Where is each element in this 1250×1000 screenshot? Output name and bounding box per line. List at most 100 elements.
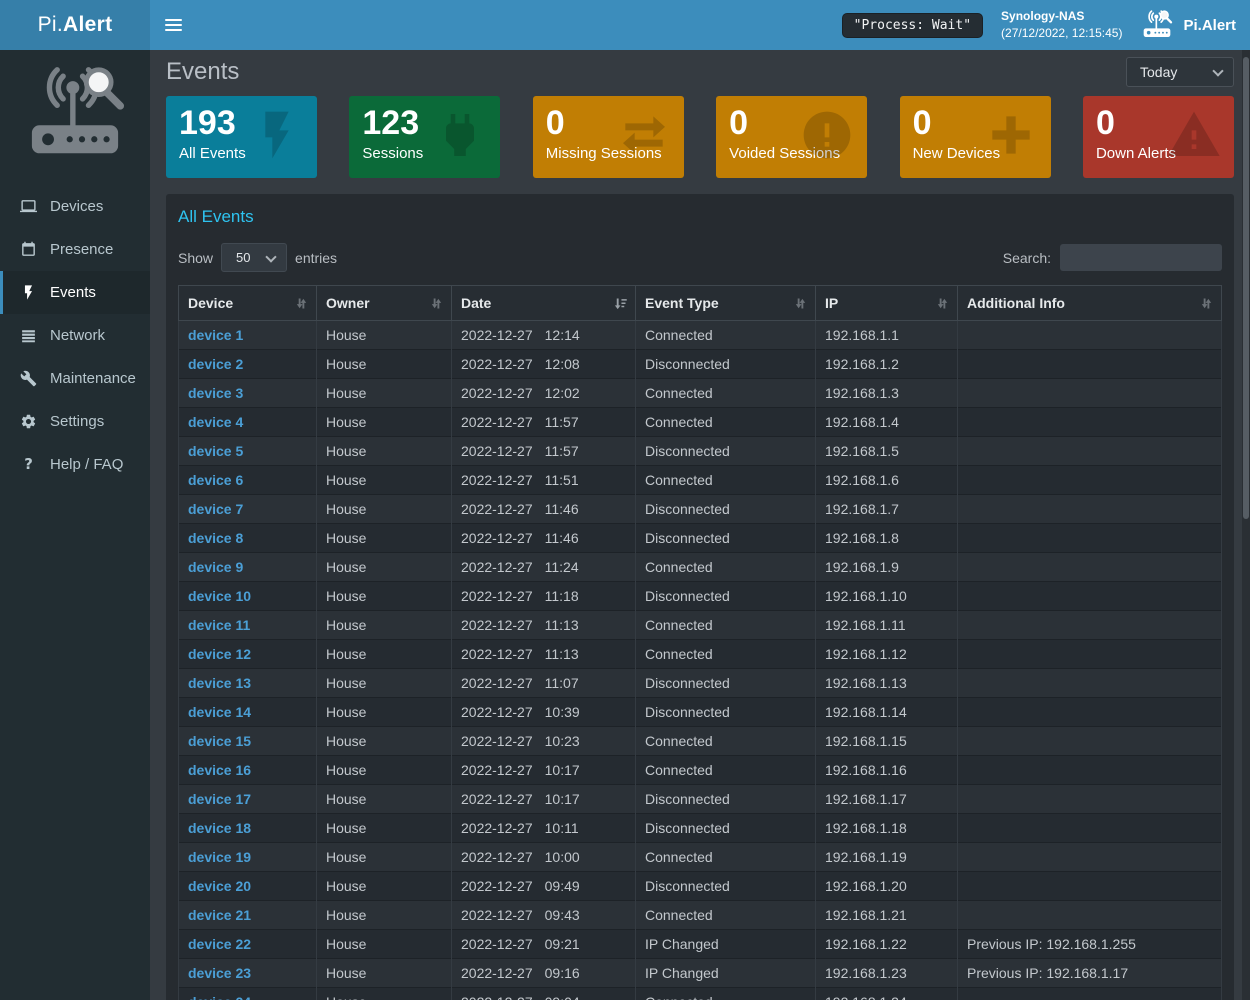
scrollbar-thumb[interactable] [1243,57,1249,519]
vertical-scrollbar[interactable] [1242,50,1250,1000]
device-link[interactable]: device 16 [188,762,252,778]
app-name: Pi.Alert [1183,16,1236,34]
column-header-date[interactable]: Date [451,285,636,321]
device-link[interactable]: device 22 [188,936,252,952]
card-missing-sessions[interactable]: 0 Missing Sessions [532,96,684,178]
sidebar-item-devices[interactable]: Devices [0,185,150,228]
owner-cell: House [316,378,452,408]
sidebar-item-network[interactable]: Network [0,314,150,357]
ip-cell: 192.168.1.9 [815,552,958,582]
app-identity[interactable]: Pi.Alert [1140,10,1236,40]
owner-cell: House [316,929,452,959]
owner-cell: House [316,987,452,1000]
card-all-events[interactable]: 193 All Events [166,96,317,178]
additional-info-cell [957,349,1222,379]
table-row: device 10 House 2022-12-27 11:18 Disconne… [178,581,1222,611]
plug-icon [432,107,488,163]
card-down-alerts[interactable]: 0 Down Alerts [1082,96,1234,178]
sidebar-item-events[interactable]: Events [0,271,150,314]
additional-info-cell [957,320,1222,350]
device-link[interactable]: device 6 [188,472,244,488]
date-cell: 2022-12-27 09:43 [451,900,636,930]
additional-info-cell [957,552,1222,582]
hamburger-menu-icon[interactable] [150,0,196,50]
brand-logo[interactable]: Pi. Alert [0,0,150,50]
event-type-cell: Disconnected [635,581,816,611]
page-size-select[interactable]: 50 [221,243,288,272]
table-row: device 5 House 2022-12-27 11:57 Disconnec… [178,436,1222,466]
device-link[interactable]: device 1 [188,327,244,343]
column-header-device[interactable]: Device [178,285,317,321]
search-label: Search: [1002,249,1051,266]
card-new-devices[interactable]: 0 New Devices [899,96,1051,178]
device-link[interactable]: device 24 [188,994,251,1000]
device-link[interactable]: device 5 [188,443,244,459]
ip-cell: 192.168.1.15 [815,726,958,756]
period-select[interactable]: Today [1126,57,1234,87]
device-link[interactable]: device 23 [188,965,252,981]
table-row: device 19 House 2022-12-27 10:00 Connecte… [178,842,1222,872]
device-link[interactable]: device 14 [188,704,252,720]
event-type-cell: Disconnected [635,436,816,466]
device-link[interactable]: device 17 [188,791,252,807]
sidebar-item-presence[interactable]: Presence [0,228,150,271]
owner-cell: House [316,755,452,785]
table-row: device 1 House 2022-12-27 12:14 Connected… [178,320,1222,350]
search-input[interactable] [1060,244,1222,271]
event-type-cell: IP Changed [635,929,816,959]
device-link[interactable]: device 19 [188,849,252,865]
table-row: device 9 House 2022-12-27 11:24 Connected… [178,552,1222,582]
device-link[interactable]: device 18 [188,820,252,836]
device-link[interactable]: device 15 [188,733,252,749]
owner-cell: House [316,958,452,988]
date-cell: 2022-12-27 11:18 [451,581,636,611]
device-link[interactable]: device 10 [188,588,252,604]
device-link[interactable]: device 2 [188,356,244,372]
show-label: Show [178,249,214,266]
gear-icon [20,413,37,430]
ip-cell: 192.168.1.23 [815,958,958,988]
entries-label: entries [295,249,338,266]
column-header-additional-info[interactable]: Additional Info [957,285,1222,321]
column-header-ip[interactable]: IP [815,285,958,321]
device-link[interactable]: device 11 [188,617,251,633]
event-type-cell: Connected [635,320,816,350]
event-type-cell: Connected [635,378,816,408]
device-link[interactable]: device 21 [188,907,252,923]
sidebar-item-settings[interactable]: Settings [0,400,150,443]
process-status-badge: "Process: Wait" [841,12,984,38]
device-link[interactable]: device 7 [188,501,244,517]
device-link[interactable]: device 8 [188,530,244,546]
event-type-cell: Connected [635,987,816,1000]
device-link[interactable]: device 13 [188,675,252,691]
ip-cell: 192.168.1.24 [815,987,958,1000]
device-link[interactable]: device 9 [188,559,244,575]
table-row: device 11 House 2022-12-27 11:13 Connecte… [178,610,1222,640]
event-type-cell: Disconnected [635,813,816,843]
column-header-event-type[interactable]: Event Type [635,285,816,321]
ip-cell: 192.168.1.5 [815,436,958,466]
owner-cell: House [316,494,452,524]
owner-cell: House [316,726,452,756]
sidebar-item-maintenance[interactable]: Maintenance [0,357,150,400]
column-header-owner[interactable]: Owner [316,285,452,321]
device-link[interactable]: device 20 [188,878,252,894]
ip-cell: 192.168.1.20 [815,871,958,901]
event-type-cell: Disconnected [635,871,816,901]
sidebar-item-help-faq[interactable]: Help / FAQ [0,443,150,486]
device-link[interactable]: device 4 [188,414,244,430]
table-row: device 23 House 2022-12-27 09:16 IP Chang… [178,958,1222,988]
device-link[interactable]: device 3 [188,385,244,401]
additional-info-cell [957,900,1222,930]
table-header-row: Device Owner Date Event Type IP Addition… [178,285,1222,321]
device-link[interactable]: device 12 [188,646,252,662]
card-voided-sessions[interactable]: 0 Voided Sessions [716,96,868,178]
event-type-cell: Connected [635,610,816,640]
card-sessions[interactable]: 123 Sessions [349,96,501,178]
events-table: Device Owner Date Event Type IP Addition… [178,285,1222,1000]
date-cell: 2022-12-27 10:23 [451,726,636,756]
owner-cell: House [316,639,452,669]
card-label: All Events [179,144,246,162]
table-row: device 15 House 2022-12-27 10:23 Connecte… [178,726,1222,756]
table-row: device 22 House 2022-12-27 09:21 IP Chang… [178,929,1222,959]
